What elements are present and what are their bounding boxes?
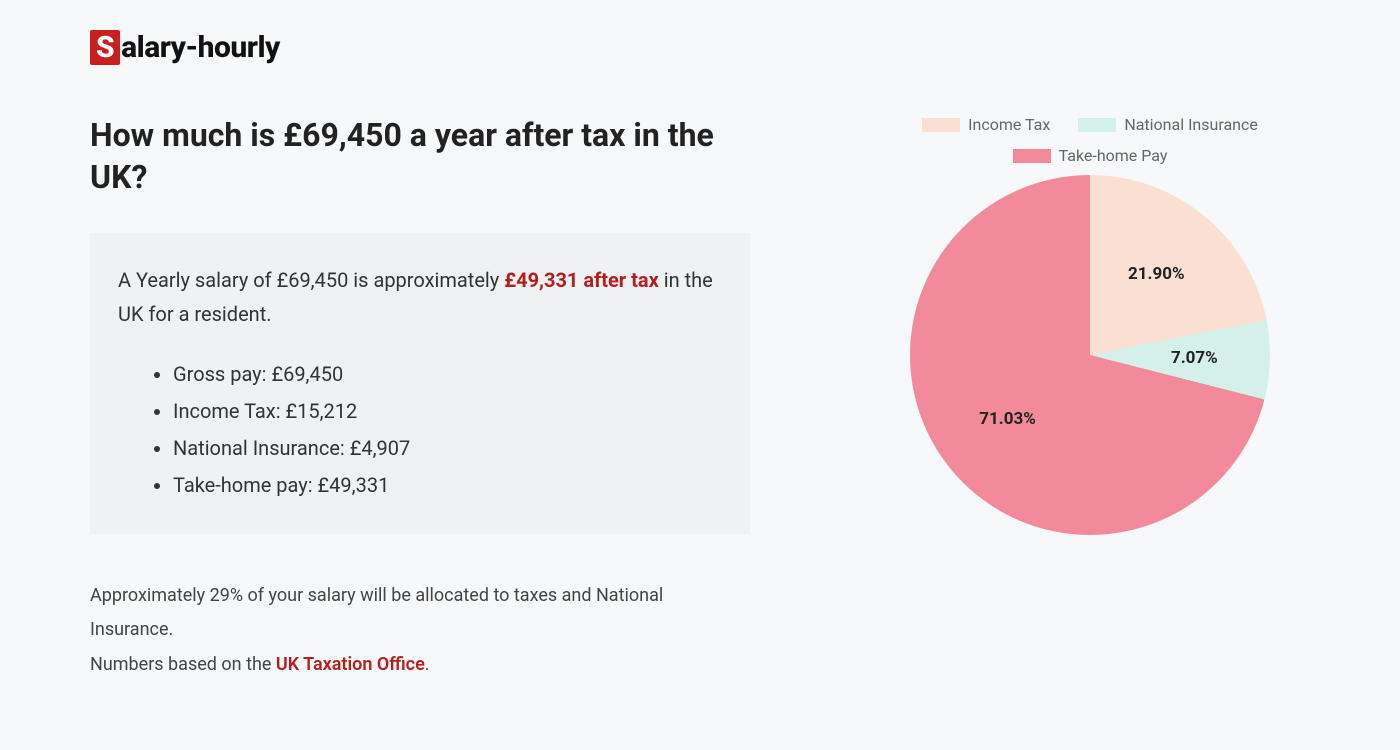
- slice-label: 7.07%: [1171, 348, 1218, 368]
- list-item: Gross pay: £69,450: [173, 356, 722, 393]
- summary-prefix: A Yearly salary of £69,450 is approximat…: [118, 268, 504, 292]
- footer-line1: Approximately 29% of your salary will be…: [90, 585, 663, 640]
- logo-text: alary-hourly: [121, 30, 280, 65]
- slice-label: 21.90%: [1128, 264, 1185, 284]
- legend-item: Income Tax: [922, 115, 1050, 134]
- legend-label: Income Tax: [968, 115, 1050, 134]
- list-item: Income Tax: £15,212: [173, 393, 722, 430]
- summary-highlight: £49,331 after tax: [504, 268, 659, 292]
- legend-swatch-icon: [1078, 118, 1116, 132]
- slice-label: 71.03%: [979, 409, 1036, 429]
- pie-chart: 21.90% 7.07% 71.03%: [910, 175, 1270, 535]
- site-logo: Salary-hourly: [90, 30, 1310, 65]
- summary-box: A Yearly salary of £69,450 is approximat…: [90, 233, 750, 534]
- text-column: How much is £69,450 a year after tax in …: [90, 115, 750, 682]
- list-item: Take-home pay: £49,331: [173, 467, 722, 504]
- legend-item: National Insurance: [1078, 115, 1258, 134]
- logo-s-icon: S: [90, 30, 120, 65]
- chart-legend: Income Tax National Insurance Take-home …: [900, 115, 1280, 165]
- legend-swatch-icon: [1013, 149, 1051, 163]
- page-title: How much is £69,450 a year after tax in …: [90, 115, 750, 198]
- footer-line2-suffix: .: [425, 654, 430, 675]
- legend-label: National Insurance: [1124, 115, 1258, 134]
- chart-column: Income Tax National Insurance Take-home …: [870, 115, 1310, 682]
- legend-swatch-icon: [922, 118, 960, 132]
- breakdown-list: Gross pay: £69,450 Income Tax: £15,212 N…: [118, 356, 722, 504]
- summary-sentence: A Yearly salary of £69,450 is approximat…: [118, 263, 722, 331]
- footer-line2-prefix: Numbers based on the: [90, 654, 276, 675]
- main-content: How much is £69,450 a year after tax in …: [90, 115, 1310, 682]
- footer-text: Approximately 29% of your salary will be…: [90, 579, 750, 682]
- taxation-office-link[interactable]: UK Taxation Office: [276, 654, 425, 675]
- list-item: National Insurance: £4,907: [173, 430, 722, 467]
- legend-item: Take-home Pay: [1013, 146, 1168, 165]
- legend-label: Take-home Pay: [1059, 146, 1168, 165]
